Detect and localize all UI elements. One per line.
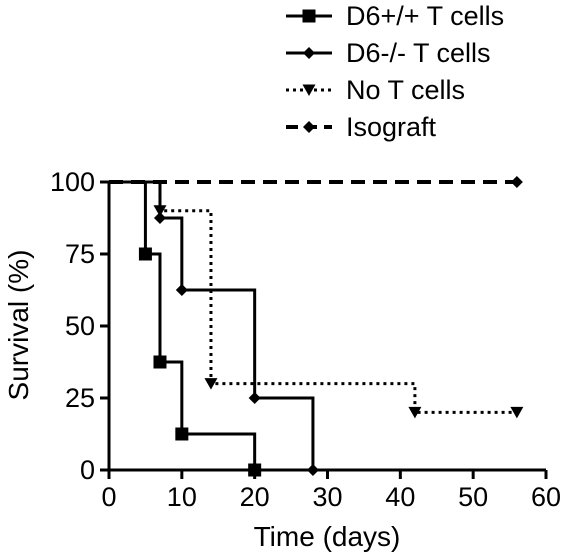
data-point (510, 176, 523, 188)
data-point (153, 212, 166, 224)
axes: 0 25 50 75 100 0 10 20 30 40 50 60 (50, 167, 561, 512)
data-point (510, 406, 524, 419)
legend-label: D6-/- T cells (346, 38, 491, 68)
data-point (408, 406, 422, 419)
y-tick-label: 100 (50, 167, 95, 197)
x-tick-label: 0 (101, 482, 116, 512)
legend-label: Isograft (346, 112, 437, 142)
legend-entry: D6+/+ T cells (286, 1, 504, 31)
x-tick-label: 40 (385, 482, 415, 512)
legend: D6+/+ T cells D6-/- T cells No T cells Isog… (286, 1, 504, 142)
series-1 (109, 180, 262, 477)
legend-entry: D6-/- T cells (286, 38, 491, 68)
x-tick-label: 50 (458, 482, 488, 512)
x-tick-label: 20 (240, 482, 270, 512)
data-point (248, 392, 261, 404)
y-tick-label: 25 (65, 383, 95, 413)
y-tick-label: 75 (65, 239, 95, 269)
data-point (138, 247, 152, 261)
legend-marker (302, 84, 316, 96)
y-tick-label: 50 (65, 311, 95, 341)
x-axis-title: Time (days) (254, 521, 401, 552)
series-line (109, 180, 517, 414)
x-tick-label: 30 (312, 482, 342, 512)
legend-marker (302, 9, 316, 23)
series-3 (109, 180, 524, 419)
data-point (153, 355, 167, 369)
legend-entry: No T cells (286, 75, 465, 105)
data-point (175, 427, 189, 441)
legend-entry: Isograft (286, 112, 437, 142)
legend-label: No T cells (346, 75, 465, 105)
plot-area (109, 176, 524, 477)
y-axis-title: Survival (%) (3, 250, 34, 401)
data-point (175, 284, 188, 296)
x-tick-label: 10 (167, 482, 197, 512)
series-4 (109, 176, 523, 188)
legend-marker (303, 47, 315, 59)
legend-marker (303, 121, 315, 133)
data-point (204, 378, 218, 390)
data-point (153, 205, 167, 217)
x-tick-label: 60 (531, 482, 561, 512)
y-tick-label: 0 (80, 455, 95, 485)
legend-label: D6+/+ T cells (346, 1, 504, 31)
series-2 (109, 180, 319, 476)
